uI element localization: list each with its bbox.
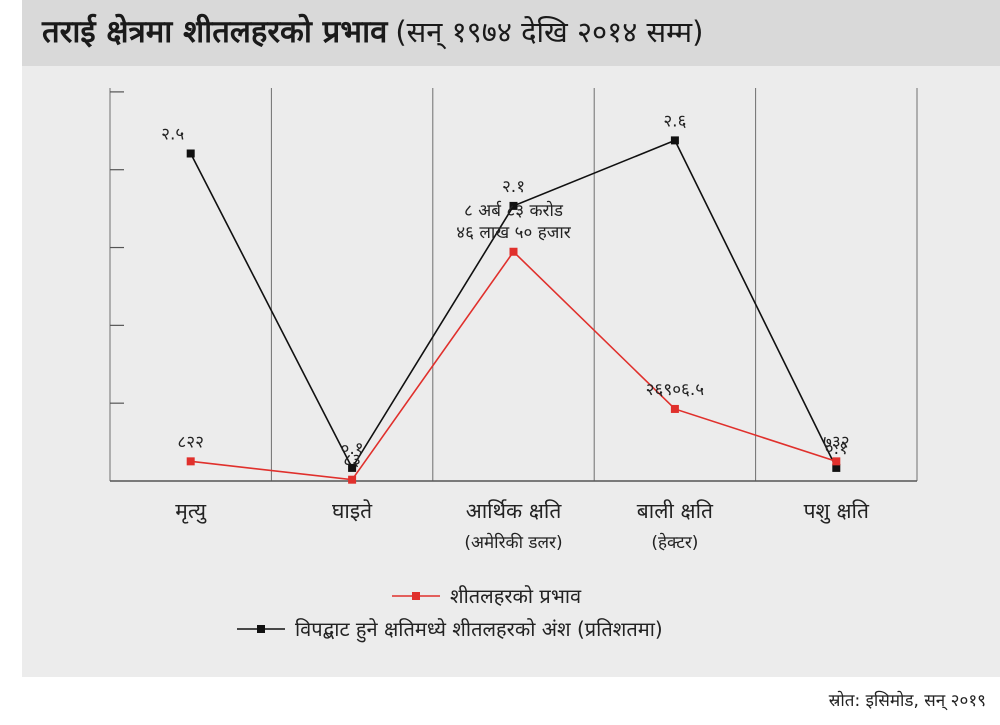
x-tick-label: घाइते: [332, 499, 373, 523]
data-label: २.१: [502, 177, 525, 197]
legend-label: विपद्बाट हुने क्षतिमध्ये शीतलहरको अंश (प…: [295, 617, 663, 643]
chart-panel: २.५ ०.१ २.१ २.६ ०.१ ८२२ ८३ ८ अर्ब ८३ करोड ४६ लाख…: [22, 66, 1000, 677]
x-tick-sublabel: (अमेरिकी डलर): [464, 532, 562, 553]
data-label: २६९०६.५: [646, 380, 704, 400]
data-label: ०.१: [825, 439, 848, 459]
data-label: २.५: [161, 125, 184, 145]
data-label: ८३: [343, 451, 361, 471]
data-label: ८२२: [177, 432, 204, 452]
data-point: [670, 136, 679, 145]
data-point: [832, 457, 841, 466]
legend-marker: [412, 592, 420, 600]
data-point: [670, 404, 679, 413]
data-point: [348, 475, 357, 484]
line-chart: २.५ ०.१ २.१ २.६ ०.१ ८२२ ८३ ८ अर्ब ८३ करोड ४६ लाख…: [109, 88, 918, 643]
chart-title: तराई क्षेत्रमा शीतलहरको प्रभाव (सन् १९७४ …: [42, 12, 703, 52]
data-label: ०.१: [341, 439, 364, 459]
data-point: [509, 201, 518, 210]
data-label: ८ अर्ब ८३ करोड ४६ लाख ५० हजार: [456, 200, 571, 243]
chart-subtitle: (सन् १९७४ देखि २०१४ सम्म): [395, 15, 704, 49]
data-point: [186, 149, 195, 158]
data-point: [186, 457, 195, 466]
x-tick-label: पशु क्षति: [804, 499, 870, 524]
x-tick-label: मृत्यु: [175, 499, 207, 524]
data-point: [832, 463, 841, 472]
x-tick-label: आर्थिक क्षति: [466, 499, 563, 523]
data-point: [509, 247, 518, 256]
x-tick-sublabel: (हेक्टर): [651, 532, 698, 553]
legend-label: शीतलहरको प्रभाव: [450, 584, 582, 608]
title-bar: [22, 0, 1000, 66]
source-note: स्रोत: इसिमोड, सन् २०१९: [828, 691, 986, 711]
series-line-1: [190, 250, 837, 481]
chart-title-main: तराई क्षेत्रमा शीतलहरको प्रभाव: [42, 14, 388, 50]
legend-marker: [257, 625, 265, 633]
data-point: [348, 463, 357, 472]
x-tick-label: बाली क्षति: [637, 499, 714, 523]
data-label: २.६: [663, 111, 686, 131]
data-label: ७३२: [823, 432, 850, 452]
